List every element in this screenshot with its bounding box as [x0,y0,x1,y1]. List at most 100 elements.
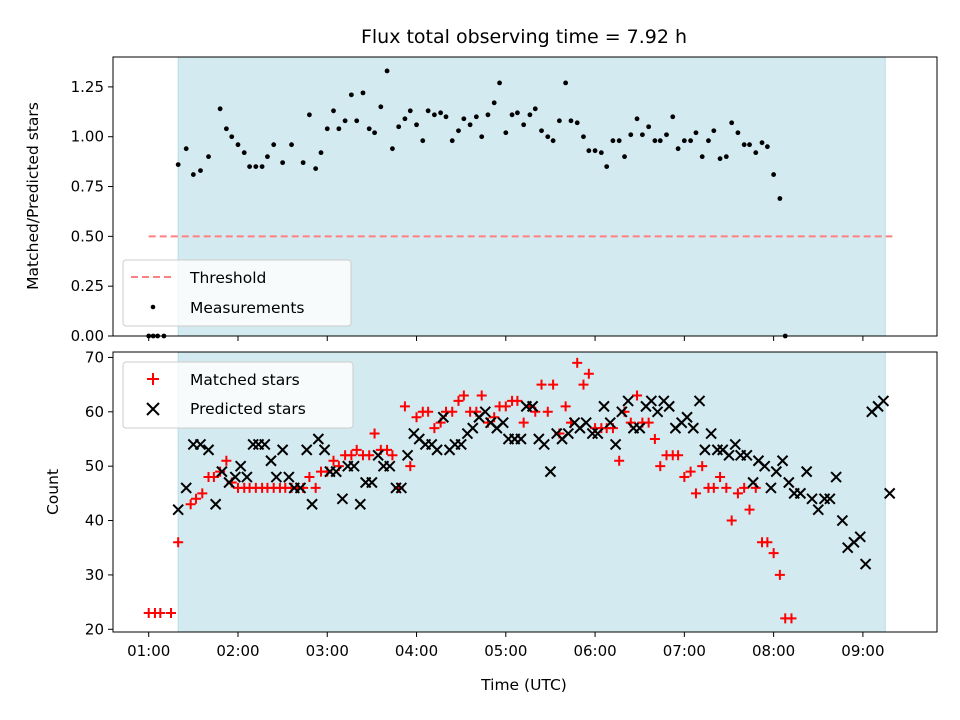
matched-star-point [346,450,357,461]
matched-star-point [632,390,643,401]
legend-bottom: Matched stars Predicted stars [122,361,354,429]
predicted-star-point [741,449,753,462]
predicted-star-point [747,476,759,489]
ytick-label: 70 [85,348,104,366]
measurement-point [521,122,527,128]
measurement-point [443,114,449,120]
xtick-label: 08:00 [752,642,795,660]
measurement-point [699,154,705,160]
measurement-point [532,106,538,112]
predicted-star-point [259,438,271,451]
measurement-point [628,132,634,138]
matched-star-point [489,412,500,423]
matched-star-point [364,450,375,461]
panel-ratio: 0.00 0.25 0.50 0.75 1.00 1.25 Matched/Predict… [24,56,938,345]
predicted-star-point [663,400,675,413]
ratio-marks [146,68,893,339]
matched-star-point [447,406,458,417]
predicted-star-point [395,482,408,494]
measurement-point [681,138,687,144]
measurement-point [581,134,586,140]
measurement-point [318,150,324,156]
predicted-star-point [562,427,575,440]
measurement-point [449,138,455,144]
predicted-star-point [312,433,325,445]
measurement-point [414,122,419,128]
predicted-star-point [812,503,824,516]
predicted-star-point [384,460,396,472]
measurement-point [467,122,473,128]
ratio-ylabel: Matched/Predicted stars [24,102,42,290]
xlabel: Time (UTC) [480,676,567,694]
matched-star-point [739,482,750,493]
measurement-point [396,124,402,130]
predicted-star-point [194,438,207,451]
ytick-label: 0.00 [71,327,104,345]
measurement-point [259,164,265,170]
ratio-axes: 0.00 0.25 0.50 0.75 1.00 1.25 [71,78,864,345]
measurement-point [652,138,658,144]
matched-star-point [708,482,719,493]
matched-star-point [542,406,553,417]
xtick-label: 02:00 [216,642,259,660]
matched-star-point [786,613,797,624]
legend-predicted-label: Predicted stars [190,400,306,418]
measurement-point [545,134,551,140]
measurement-point [175,162,181,168]
matched-star-point [453,395,464,406]
xtick-label: 06:00 [573,642,616,660]
axes-frame-top [112,56,938,337]
count-axes: 20 30 40 50 60 70 01:00 02:00 03:00 04:00 05:00 06:… [85,348,885,660]
measurement-point [384,68,390,74]
matched-star-point [191,493,202,504]
xtick-label: 09:00 [841,642,884,660]
measurement-point [610,138,616,144]
ytick-label: 1.25 [71,78,104,96]
predicted-star-point [604,416,616,429]
measurement-point [723,154,729,160]
predicted-star-point [859,558,872,570]
matched-star-point [185,499,196,510]
predicted-star-point [830,471,842,483]
matched-star-point [655,461,666,472]
predicted-star-point [580,416,592,429]
matched-star-point [726,515,737,526]
measurement-point [539,128,544,134]
matched-star-point [399,401,410,412]
measurement-point [771,172,777,177]
matched-star-point [411,412,422,423]
measurement-point [753,150,759,156]
measurement-point [604,164,610,170]
legend-bottom-box [122,361,354,429]
legend-top-box [122,259,352,327]
predicted-star-point [645,395,658,407]
measurement-point [764,144,770,150]
measurement-point [664,132,669,138]
predicted-star-point [401,449,414,462]
matched-star-point [387,450,398,461]
matched-star-point [536,379,547,390]
matched-star-point [423,406,434,417]
measurement-point [217,106,223,112]
matched-star-point [690,488,701,499]
predicted-star-point [318,444,331,456]
predicted-star-point [634,422,646,434]
matched-star-point [685,466,696,477]
predicted-star-point [241,471,253,483]
ytick-label: 40 [85,512,104,530]
predicted-star-point [330,465,342,478]
predicted-star-point [651,406,664,418]
matched-star-point [697,461,708,472]
measurement-point [348,92,354,98]
measurement-point [402,116,408,122]
predicted-star-point [687,422,699,434]
measurement-point [693,130,699,136]
matched-star-point [310,482,321,493]
measurement-point [622,154,627,160]
measurement-point [223,126,229,132]
matched-star-point [221,455,232,466]
measurement-point [747,142,752,148]
measurement-point [183,146,189,152]
measurement-point [646,124,652,130]
